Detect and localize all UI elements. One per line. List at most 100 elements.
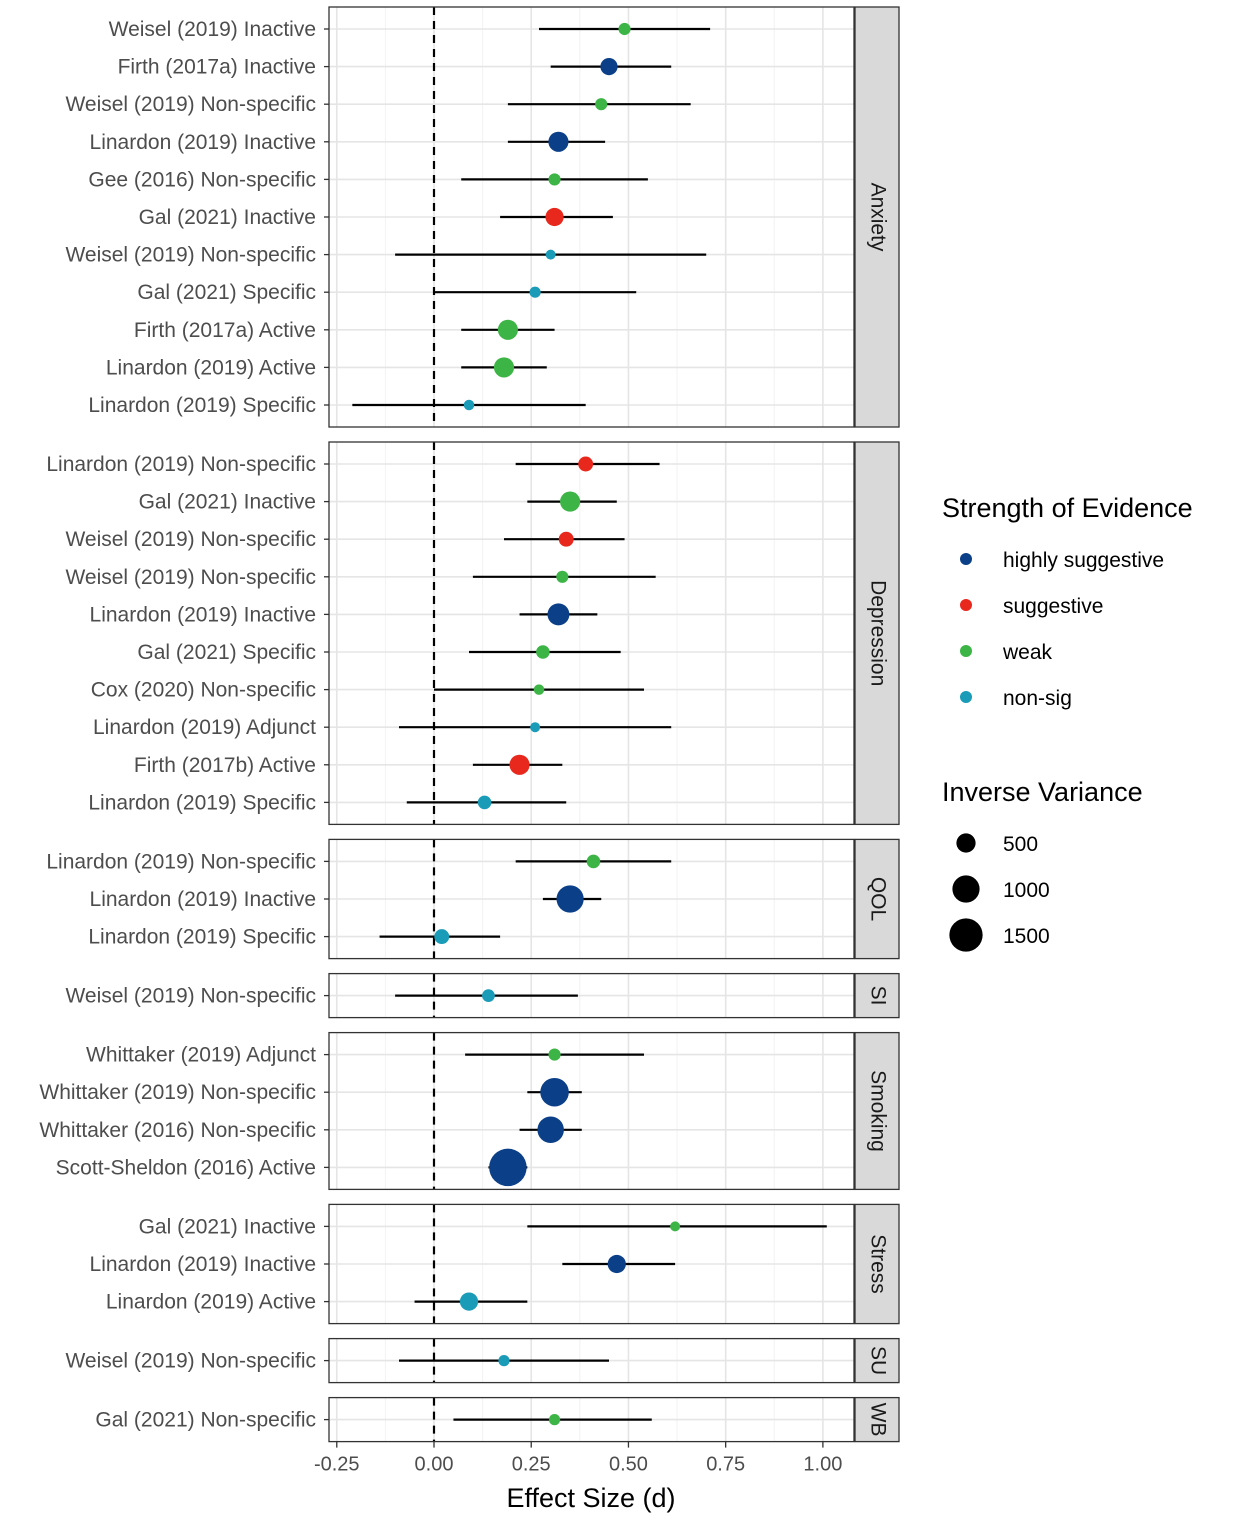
facet-qol: Linardon (2019) Non-specific Linardon (20… — [46, 838, 900, 960]
row-label: Firth (2017b) Active — [134, 754, 316, 777]
facet-strip — [854, 1396, 900, 1443]
facet-strip — [854, 6, 900, 428]
facet-su: Weisel (2019) Non-specific SU — [65, 1337, 900, 1384]
facet-label: Depression — [866, 580, 889, 686]
row-label: Linardon (2019) Inactive — [90, 131, 316, 154]
estimate-point — [493, 357, 515, 378]
facet-label: SU — [866, 1346, 889, 1375]
panel-border — [328, 1337, 855, 1384]
legend-label: non-sig — [1003, 687, 1072, 710]
row-label: Cox (2020) Non-specific — [91, 679, 316, 702]
estimate-point — [586, 854, 601, 869]
estimate-point — [498, 1354, 510, 1367]
panel-background — [329, 442, 854, 825]
facet-stress: Gal (2021) Inactive Linardon (2019) Inact… — [90, 1203, 900, 1325]
row-label: Linardon (2019) Active — [106, 1291, 316, 1314]
x-tick-label: 0.00 — [415, 1454, 454, 1476]
row-label: Firth (2017a) Active — [134, 319, 316, 342]
x-axis: -0.25 0.00 0.25 0.50 0.75 1.00 — [314, 1441, 842, 1476]
facet-wb: Gal (2021) Non-specific WB — [95, 1396, 900, 1443]
legend-size-swatch — [952, 875, 980, 903]
legend-size-swatch — [949, 918, 983, 952]
legend-swatch — [960, 645, 972, 657]
facet-label: QOL — [866, 877, 889, 921]
estimate-point — [545, 249, 556, 260]
estimate-point — [548, 1413, 561, 1426]
facet-si: Weisel (2019) Non-specific SI — [65, 972, 900, 1019]
row-label: Whittaker (2019) Adjunct — [86, 1044, 316, 1067]
estimate-point — [529, 286, 541, 298]
facet-anxiety: Weisel (2019) Inactive Firth (2017a) Inac… — [65, 6, 900, 428]
facet-label: SI — [866, 986, 889, 1006]
row-label: Whittaker (2016) Non-specific — [39, 1119, 316, 1142]
row-label: Weisel (2019) Inactive — [109, 18, 316, 41]
x-tick-label: 0.75 — [706, 1454, 745, 1476]
legend-inverse-variance: Inverse Variance 500 1000 1500 — [942, 777, 1143, 952]
estimate-point — [537, 1116, 564, 1144]
legend-swatch — [960, 599, 972, 611]
row-label: Linardon (2019) Specific — [88, 926, 316, 949]
estimate-point — [547, 603, 570, 626]
estimate-point — [533, 684, 545, 695]
estimate-point — [434, 929, 450, 945]
row-label: Gal (2021) Inactive — [139, 491, 316, 514]
facet-smoking: Whittaker (2019) Adjunct Whittaker (2019)… — [39, 1031, 900, 1191]
estimate-point — [548, 1048, 561, 1061]
estimate-point — [536, 645, 550, 659]
panel-border — [328, 1031, 855, 1191]
facet-label: Smoking — [866, 1070, 889, 1152]
facet-strip — [854, 1203, 900, 1325]
facet-label: WB — [866, 1403, 889, 1437]
estimate-point — [489, 1148, 527, 1187]
estimate-point — [497, 319, 518, 340]
legend-color-title: Strength of Evidence — [942, 493, 1193, 523]
estimate-point — [530, 722, 541, 733]
row-label: Gal (2021) Inactive — [139, 1215, 316, 1238]
facet-label: Stress — [866, 1234, 889, 1294]
row-label: Gee (2016) Non-specific — [88, 168, 316, 191]
row-label: Linardon (2019) Specific — [88, 791, 316, 814]
row-label: Whittaker (2019) Non-specific — [39, 1081, 316, 1104]
row-label: Gal (2021) Inactive — [139, 206, 316, 229]
facet-depression: Linardon (2019) Non-specific Gal (2021) I… — [46, 441, 900, 826]
row-label: Weisel (2019) Non-specific — [65, 244, 316, 267]
row-label: Linardon (2019) Inactive — [90, 888, 316, 911]
row-label: Firth (2017a) Inactive — [118, 56, 316, 79]
estimate-point — [463, 399, 475, 411]
legend-label: suggestive — [1003, 595, 1103, 618]
legend-label: weak — [1002, 641, 1053, 664]
row-label: Gal (2021) Non-specific — [95, 1409, 316, 1432]
panel-border — [328, 838, 855, 960]
estimate-point — [618, 22, 631, 36]
row-label: Gal (2021) Specific — [137, 641, 316, 664]
estimate-point — [548, 131, 569, 152]
estimate-point — [545, 207, 564, 227]
facet-strip — [854, 1031, 900, 1191]
row-label: Linardon (2019) Inactive — [90, 603, 316, 626]
legend-strength-of-evidence: Strength of Evidence highly suggestive su… — [942, 493, 1193, 710]
legend-label: highly suggestive — [1003, 549, 1164, 572]
legend-swatch — [960, 691, 972, 703]
x-axis-title: Effect Size (d) — [506, 1483, 675, 1513]
row-label: Scott-Sheldon (2016) Active — [56, 1156, 316, 1179]
panel-border — [328, 1203, 855, 1325]
facet-strip — [854, 441, 900, 826]
legend-size-label: 1000 — [1003, 879, 1050, 902]
row-label: Weisel (2019) Non-specific — [65, 566, 316, 589]
estimate-point — [509, 754, 530, 775]
legend-size-swatch — [956, 833, 976, 853]
estimate-point — [556, 570, 569, 583]
row-label: Linardon (2019) Active — [106, 356, 316, 379]
facet-strip — [854, 1337, 900, 1384]
estimate-point — [607, 1254, 626, 1274]
panel-background — [329, 1032, 854, 1190]
row-label: Linardon (2019) Non-specific — [46, 850, 316, 873]
estimate-point — [548, 173, 561, 186]
x-tick-label: 0.25 — [512, 1454, 551, 1476]
estimate-point — [482, 989, 495, 1002]
legend-size-label: 1500 — [1003, 925, 1050, 948]
estimate-point — [670, 1221, 681, 1232]
row-label: Linardon (2019) Inactive — [90, 1253, 316, 1276]
row-label: Gal (2021) Specific — [137, 281, 316, 304]
